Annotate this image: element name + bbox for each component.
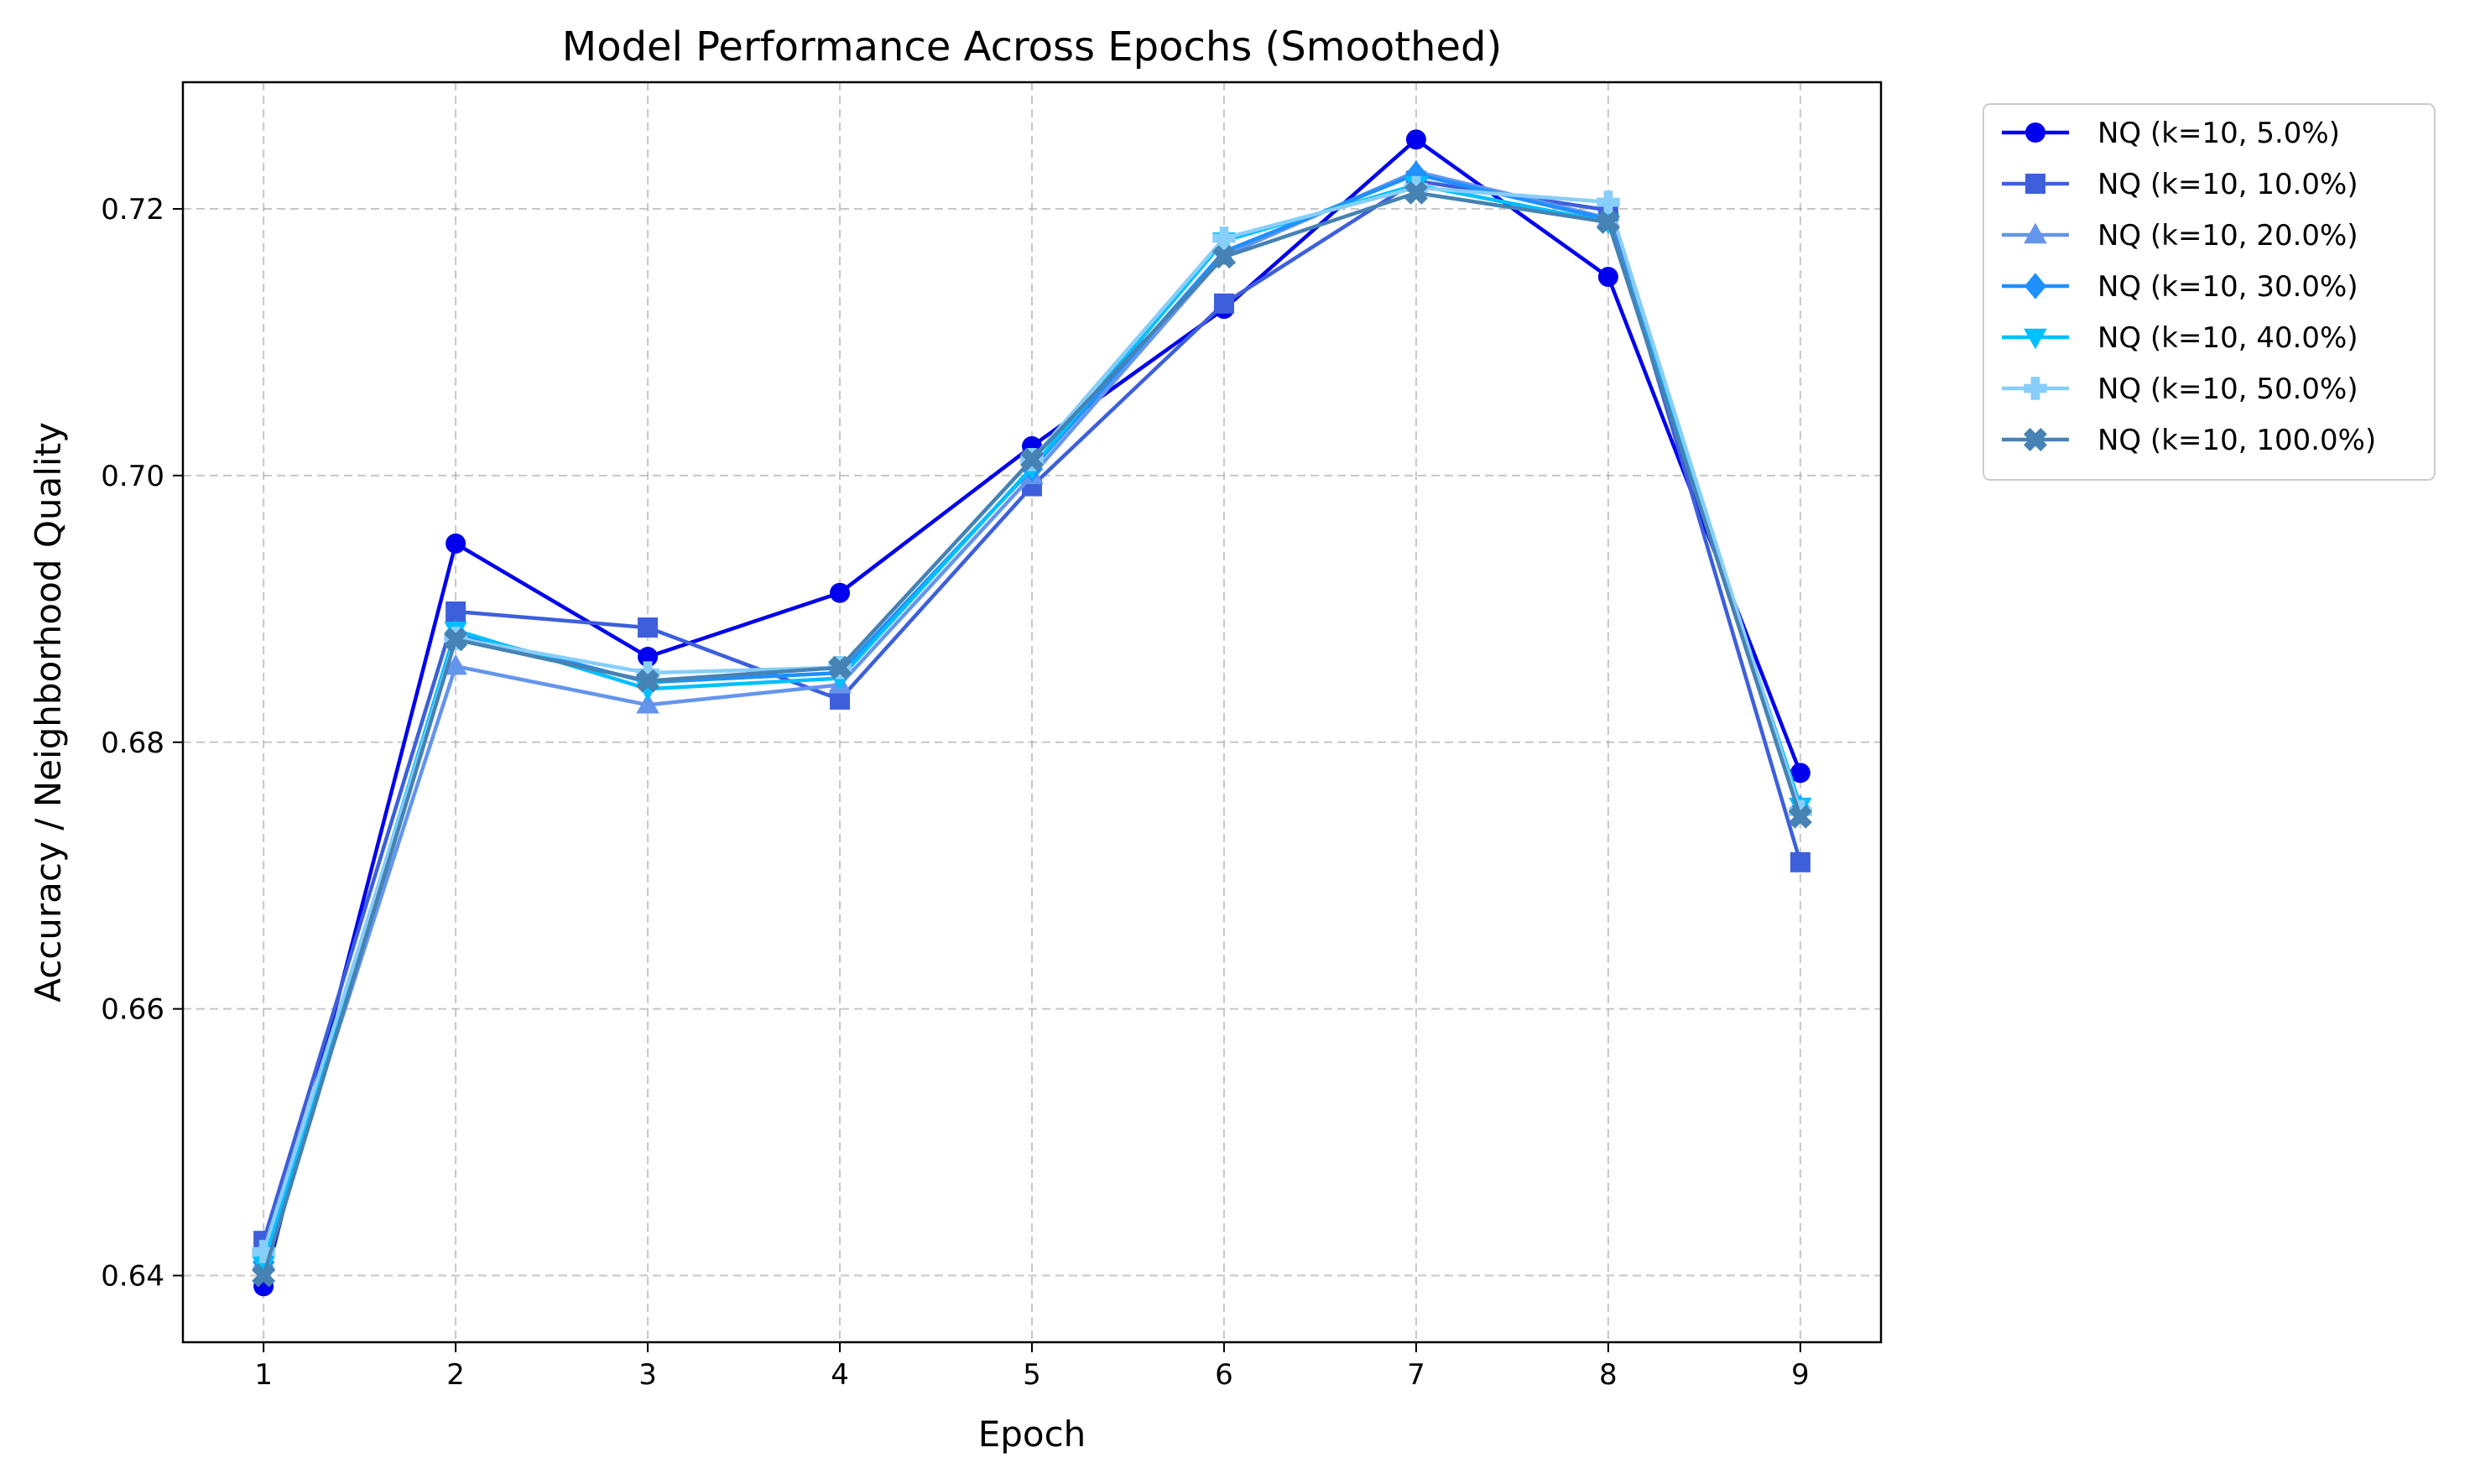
chart-title: Model Performance Across Epochs (Smoothe…	[562, 23, 1502, 70]
data-point	[1019, 447, 1045, 471]
legend-entry: NQ (k=10, 30.0%)	[2002, 270, 2358, 304]
data-point	[444, 627, 468, 652]
data-point	[1788, 804, 1812, 829]
data-point	[1211, 245, 1236, 269]
legend-entries: NQ (k=10, 5.0%) NQ (k=10, 10.0%) NQ (k=10,…	[2002, 117, 2376, 457]
data-point	[830, 582, 851, 603]
y-tick-label: 0.66	[101, 993, 164, 1027]
y-tick-label: 0.72	[101, 193, 164, 227]
x-tick-label: 4	[831, 1358, 849, 1392]
data-point	[252, 1240, 275, 1263]
legend-entry: NQ (k=10, 20.0%)	[2002, 219, 2358, 253]
legend-swatch-marker	[2025, 174, 2045, 194]
x-tick-label: 8	[1599, 1358, 1618, 1392]
legend-label: NQ (k=10, 50.0%)	[2097, 372, 2358, 406]
x-tick-label: 3	[638, 1358, 657, 1392]
data-point	[1790, 851, 1811, 872]
data-point	[1404, 180, 1428, 205]
data-point	[1213, 293, 1234, 314]
data-point	[1790, 763, 1811, 784]
legend: NQ (k=10, 5.0%) NQ (k=10, 10.0%) NQ (k=10,…	[1983, 103, 2436, 481]
axis-ticks: 1 2 3 4 5 6 7 8 9 0.64 0.66 0.68 0.70 0.72	[101, 193, 1809, 1392]
legend-swatch-marker	[2024, 328, 2047, 350]
data-point	[444, 653, 467, 675]
data-point	[828, 655, 852, 680]
series-7	[252, 180, 1812, 1288]
legend-swatch-marker	[2023, 427, 2048, 452]
data-point	[252, 1263, 276, 1288]
data-point	[638, 647, 659, 668]
y-tick-label: 0.68	[101, 726, 164, 760]
legend-label: NQ (k=10, 100.0%)	[2097, 424, 2376, 457]
series-layer	[252, 129, 1812, 1297]
legend-entry: NQ (k=10, 40.0%)	[2002, 321, 2358, 355]
y-axis-label: Accuracy / Neighborhood Quality	[28, 422, 69, 1002]
data-point	[636, 669, 660, 693]
data-point	[1405, 129, 1426, 150]
data-point	[1596, 210, 1620, 234]
x-tick-label: 5	[1023, 1358, 1041, 1392]
legend-swatch-marker	[2025, 122, 2045, 143]
x-axis-label: Epoch	[978, 1414, 1086, 1455]
x-tick-label: 6	[1215, 1358, 1233, 1392]
legend-swatch-marker	[2024, 377, 2047, 400]
data-point	[446, 533, 466, 554]
legend-label: NQ (k=10, 10.0%)	[2097, 168, 2358, 201]
data-point	[636, 692, 659, 714]
legend-label: NQ (k=10, 20.0%)	[2097, 219, 2358, 253]
legend-label: NQ (k=10, 30.0%)	[2097, 270, 2358, 304]
legend-frame	[1983, 103, 2436, 481]
data-point	[1597, 267, 1618, 288]
grid-lines	[183, 82, 1881, 1342]
data-point	[636, 661, 659, 685]
y-tick-label: 0.64	[101, 1260, 164, 1294]
data-point	[1597, 190, 1620, 214]
legend-entry: NQ (k=10, 10.0%)	[2002, 168, 2358, 201]
legend-entry: NQ (k=10, 50.0%)	[2002, 372, 2358, 406]
legend-swatch-marker	[2024, 222, 2047, 244]
x-tick-label: 2	[446, 1358, 465, 1392]
legend-entry: NQ (k=10, 100.0%)	[2002, 424, 2376, 457]
legend-label: NQ (k=10, 40.0%)	[2097, 321, 2358, 355]
legend-entry: NQ (k=10, 5.0%)	[2002, 117, 2340, 150]
legend-swatch-marker	[2024, 273, 2047, 299]
data-point	[1212, 227, 1236, 250]
x-tick-label: 1	[254, 1358, 273, 1392]
x-tick-label: 9	[1791, 1358, 1810, 1392]
x-tick-label: 7	[1407, 1358, 1425, 1392]
y-tick-label: 0.70	[101, 460, 164, 493]
data-point	[638, 617, 659, 638]
legend-label: NQ (k=10, 5.0%)	[2097, 117, 2340, 150]
data-point	[446, 601, 466, 622]
